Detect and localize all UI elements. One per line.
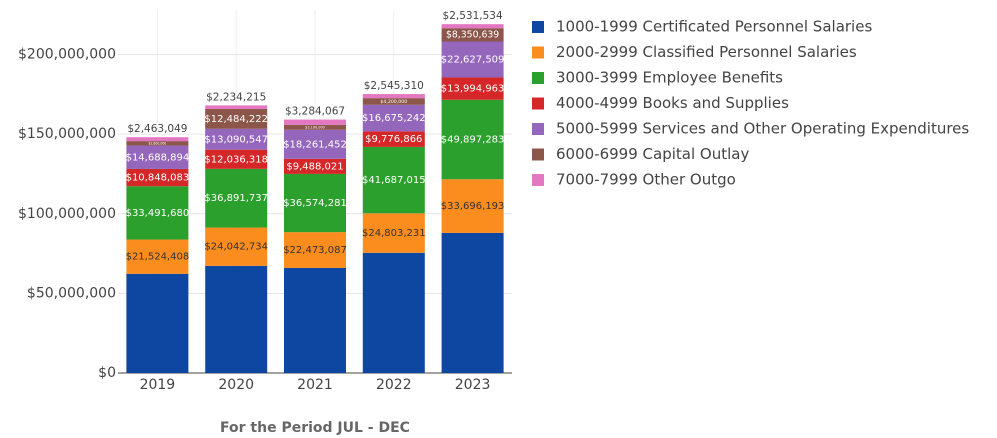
bar-segment [284,173,346,233]
data-label: $24,042,734 [204,242,268,253]
bar-segment [284,232,346,268]
bar-segment [362,146,425,214]
y-tick-label: $200,000,000 [18,47,116,63]
bar-segment [284,119,346,125]
data-label: $13,090,547 [204,134,268,145]
legend-swatch [532,21,544,33]
bar-segment [441,24,504,29]
data-label: $2,800,000 [148,141,166,145]
y-tick-label: $100,000,000 [18,206,116,222]
data-label: $2,234,215 [206,91,266,103]
y-tick-label: $50,000,000 [27,285,116,301]
data-label: $9,776,866 [365,134,422,145]
bar-segment [284,124,346,130]
bar-segment [362,252,425,373]
x-tick-label: 2021 [297,377,333,393]
bar-segment [362,94,425,99]
bar-segment [205,108,268,129]
data-label: $10,848,083 [126,173,190,184]
legend-label: 1000-1999 Certificated Personnel Salarie… [556,18,872,36]
bar-segment [126,168,189,187]
bar-segment [205,149,268,169]
bar-segment [126,239,189,274]
bar-segment [205,128,268,150]
legend-label: 4000-4999 Books and Supplies [556,94,789,112]
x-tick-label: 2019 [140,377,176,393]
data-label: $4,200,000 [380,99,407,105]
legend-swatch [532,97,544,110]
data-label: $18,261,452 [283,139,347,150]
data-label: $49,897,283 [441,135,505,146]
bar-segment [441,28,504,42]
data-label: $21,524,408 [126,252,190,263]
y-tick-label: $0 [98,365,116,381]
data-label: $8,350,639 [446,29,499,40]
data-label: $3,100,000 [305,125,325,129]
legend-label: 5000-5999 Services and Other Operating E… [556,120,969,138]
bar-segment [362,98,425,105]
data-label: $12,484,222 [204,114,268,125]
bar-segment [126,137,189,142]
bar-segment [362,104,425,132]
bar-segment [441,77,504,100]
data-label: $2,531,534 [443,10,503,22]
bar-segment [284,267,346,373]
y-tick-label: $150,000,000 [18,126,116,142]
data-label: $14,688,894 [126,152,190,163]
data-label: $16,675,242 [362,113,426,124]
bar-segment [205,105,268,109]
data-label: $22,473,087 [283,245,347,256]
data-label: $3,284,067 [285,106,345,118]
bar-segment [126,145,189,169]
data-label: $13,994,963 [441,84,505,95]
bar-segment [441,179,504,233]
legend-swatch [532,46,544,59]
legend-swatch [532,148,544,161]
bar-segment [126,273,189,373]
bar-segment [126,141,189,146]
data-label: $36,574,281 [283,198,347,209]
bar-segment [205,227,268,266]
data-label: $33,491,680 [126,208,190,219]
legend-label: 6000-6999 Capital Outlay [556,145,749,163]
data-label: $36,891,737 [204,193,268,204]
data-label: $2,463,049 [127,123,187,135]
x-tick-label: 2022 [376,377,412,393]
legend-swatch [532,174,544,186]
data-label: $12,036,318 [204,154,268,165]
legend-label: 7000-7999 Other Outgo [556,171,736,189]
data-label: $33,696,193 [441,201,505,212]
data-label: $9,488,021 [286,161,343,172]
bar-segment [205,265,268,373]
bar-segment [441,232,504,373]
legend-swatch [532,123,544,135]
bar-segment [284,129,346,159]
bar-segment [362,213,425,253]
legend-label: 2000-2999 Classified Personnel Salaries [556,43,857,61]
data-label: $24,803,231 [362,228,426,239]
x-axis-title: For the Period JUL - DEC [220,420,410,436]
legend-swatch [532,72,544,84]
legend-label: 3000-3999 Employee Benefits [556,69,783,87]
bar-segment [441,99,504,180]
x-tick-label: 2020 [218,377,254,393]
x-tick-label: 2023 [455,377,491,393]
data-label: $2,545,310 [364,80,424,92]
bar-segment [441,41,504,78]
bar-segment [205,168,268,228]
bar-segment [362,131,425,147]
bar-segment [126,186,189,240]
data-label: $41,687,015 [362,175,426,186]
bar-segment [284,158,346,174]
data-label: $22,627,509 [441,55,505,66]
